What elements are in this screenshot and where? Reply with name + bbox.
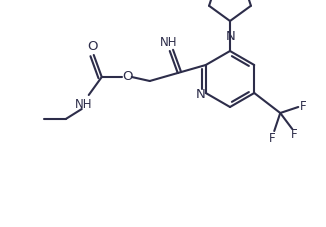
Text: NH: NH: [75, 98, 93, 111]
Text: F: F: [291, 128, 298, 141]
Text: F: F: [300, 101, 306, 114]
Text: F: F: [269, 131, 275, 145]
Text: O: O: [87, 40, 98, 54]
Text: N: N: [196, 89, 206, 101]
Text: N: N: [226, 30, 236, 44]
Text: O: O: [123, 71, 133, 84]
Text: NH: NH: [160, 37, 177, 49]
